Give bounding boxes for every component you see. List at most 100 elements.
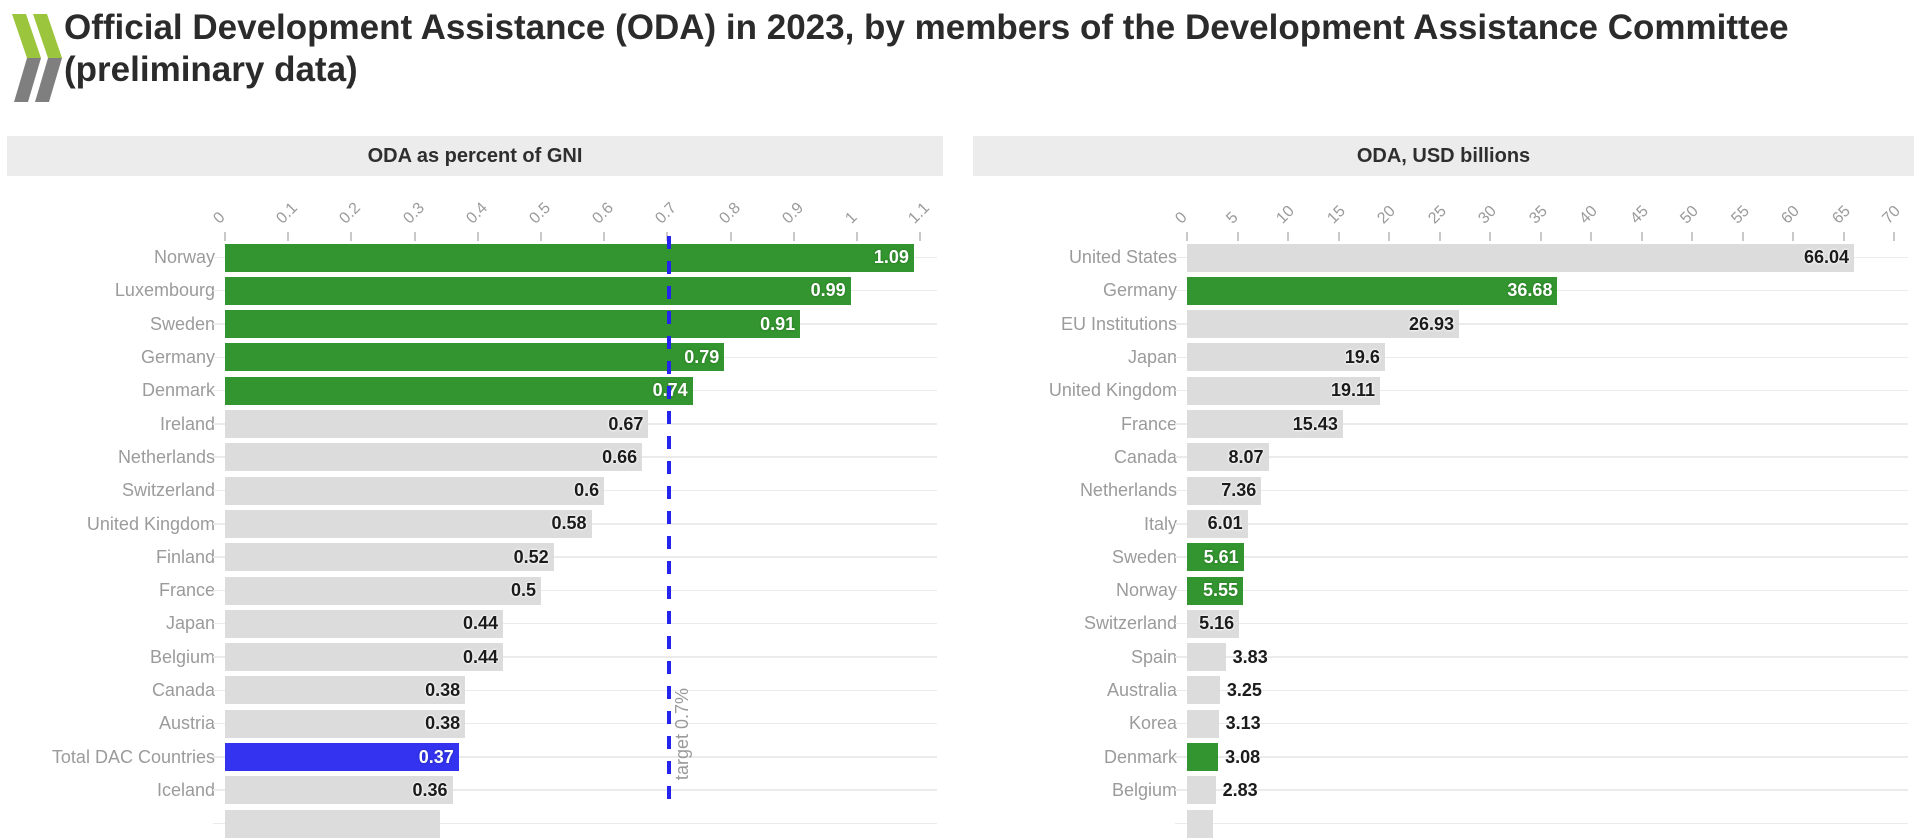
bar-italy[interactable]: 6.01 [1187,510,1248,538]
bar-value-label: 15.43 [1293,410,1338,438]
bar-spain[interactable] [1187,643,1226,671]
bar-track: 1.09 [225,241,937,274]
bar-track: 0.67 [225,407,937,440]
bar-belgium[interactable]: 0.44 [225,643,503,671]
bar-korea[interactable] [1187,710,1219,738]
axis-tick-label: 70 [1879,203,1904,228]
bar-canada[interactable]: 8.07 [1187,443,1269,471]
bar-switzerland[interactable]: 0.6 [225,477,604,505]
bar-iceland[interactable]: 0.36 [225,776,453,804]
bar-value-label: 0.99 [811,277,846,305]
row-gridline [1175,623,1908,625]
row-label: Spain [973,641,1187,674]
bar-united-kingdom[interactable]: 19.11 [1187,377,1380,405]
row-gridline [1175,789,1908,791]
bar-norway[interactable]: 1.09 [225,244,914,272]
axis-tick [1691,232,1693,241]
row-label: France [973,407,1187,440]
row-label: Iceland [7,774,225,807]
bar-track: 0.52 [225,541,937,574]
bar-value-label: 0.91 [760,310,795,338]
bar-norway[interactable]: 5.55 [1187,577,1243,605]
row-label: United Kingdom [7,507,225,540]
row-label: Belgium [973,774,1187,807]
bar-france[interactable]: 0.5 [225,577,541,605]
bar-denmark[interactable] [1187,743,1218,771]
row-gridline [1175,690,1908,692]
bar-row-cutoff [973,807,1914,840]
bar-track: 3.25 [1187,674,1908,707]
bar-germany[interactable]: 0.79 [225,343,724,371]
bar-cutoff[interactable] [225,810,440,838]
bar-japan[interactable]: 19.6 [1187,343,1385,371]
bar-netherlands[interactable]: 7.36 [1187,477,1261,505]
bar-germany[interactable]: 36.68 [1187,277,1557,305]
bar-united-states[interactable]: 66.04 [1187,244,1854,272]
bar-track: 19.11 [1187,374,1908,407]
row-gridline [1175,756,1908,758]
chart-title: ODA, USD billions [1357,145,1530,168]
bar-value-label: 0.79 [684,343,719,371]
bar-belgium[interactable] [1187,776,1216,804]
page: { "page_title": "Official Development As… [0,0,1920,810]
row-label: Total DAC Countries [7,740,225,773]
bar-track: 0.6 [225,474,937,507]
bar-total-dac-countries[interactable]: 0.37 [225,743,459,771]
bar-canada[interactable]: 0.38 [225,676,465,704]
axis-tick-label: 45 [1627,203,1652,228]
bar-luxembourg[interactable]: 0.99 [225,277,851,305]
row-label: Finland [7,541,225,574]
bar-value-label: 0.66 [602,443,637,471]
axis-tick [1641,232,1643,241]
bar-eu-institutions[interactable]: 26.93 [1187,310,1459,338]
axis-tick-label: 65 [1829,203,1854,228]
bar-track: 3.08 [1187,740,1908,773]
bar-france[interactable]: 15.43 [1187,410,1343,438]
axis-tick-label: 0.6 [589,200,617,228]
axis-tick-label: 1 [842,209,861,228]
bar-switzerland[interactable]: 5.16 [1187,610,1239,638]
row-gridline [1175,490,1908,492]
bar-track: 2.83 [1187,774,1908,807]
row-label: Japan [7,607,225,640]
axis-tick-label: 25 [1425,203,1450,228]
axis-tick [1590,232,1592,241]
axis-tick-label: 60 [1778,203,1803,228]
bar-cutoff[interactable] [1187,810,1213,838]
bar-japan[interactable]: 0.44 [225,610,503,638]
bar-track: 0.66 [225,441,937,474]
bar-track: 3.13 [1187,707,1908,740]
axis-tick [603,232,605,241]
axis-tick [1843,232,1845,241]
bar-sweden[interactable]: 0.91 [225,310,800,338]
bar-value-label: 0.58 [552,510,587,538]
row-label: Japan [973,341,1187,374]
bar-australia[interactable] [1187,676,1220,704]
bar-track [225,807,937,840]
bar-united-kingdom[interactable]: 0.58 [225,510,592,538]
bar-netherlands[interactable]: 0.66 [225,443,642,471]
axis-tick-label: 55 [1728,203,1753,228]
bar-value-label: 3.25 [1227,676,1262,704]
bar-denmark[interactable]: 0.74 [225,377,693,405]
bar-austria[interactable]: 0.38 [225,710,465,738]
bar-value-label: 6.01 [1208,510,1243,538]
chart-title: ODA as percent of GNI [368,145,583,168]
bar-finland[interactable]: 0.52 [225,543,554,571]
row-label: Luxembourg [7,274,225,307]
bar-sweden[interactable]: 5.61 [1187,543,1244,571]
bar-value-label: 3.08 [1225,743,1260,771]
bar-ireland[interactable]: 0.67 [225,410,648,438]
bar-value-label: 1.09 [874,244,909,272]
row-label: Germany [973,274,1187,307]
